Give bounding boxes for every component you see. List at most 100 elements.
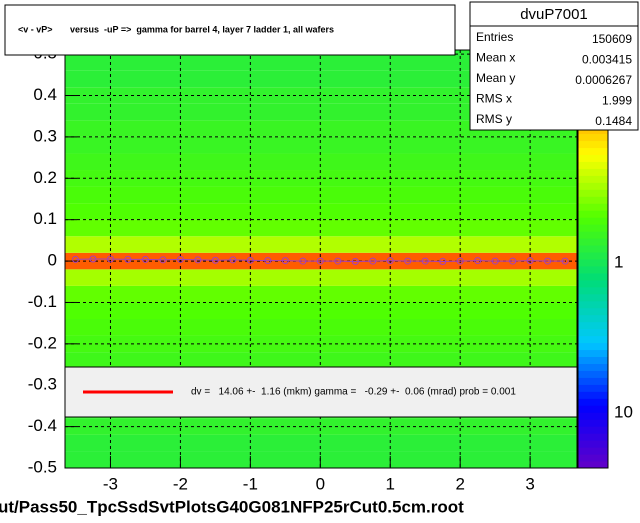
y-tick-label: -0.4: [28, 416, 57, 435]
profile-point: [106, 255, 114, 263]
profile-point: [386, 257, 394, 265]
fit-legend-text: dv = 14.06 +- 1.16 (mkm) gamma = -0.29 +…: [191, 387, 516, 398]
colorbar-label: 1: [614, 252, 623, 271]
colorbar-segment: [578, 419, 608, 427]
colorbar-segment: [578, 405, 608, 413]
colorbar-segment: [578, 356, 608, 364]
density-cell: [65, 236, 577, 253]
x-tick-label: 3: [525, 474, 534, 493]
profile-line: [75, 258, 566, 262]
stats-value: 0.1484: [595, 114, 632, 128]
profile-point: [334, 257, 342, 265]
density-cell: [65, 87, 577, 104]
y-tick-label: 0.4: [33, 85, 57, 104]
colorbar-segment: [578, 349, 608, 358]
stats-label: RMS x: [476, 92, 512, 106]
colorbar-segment: [578, 245, 608, 253]
stats-box: [469, 1, 639, 131]
profile-point: [544, 257, 552, 265]
colorbar-segment: [578, 440, 608, 448]
density-cell: [65, 335, 577, 353]
density-cell: [65, 120, 577, 137]
colorbar-segment: [578, 210, 608, 218]
footer: ut/Pass50_TpcSsdSvtPlotsG40G081NFP25rCut…: [0, 497, 464, 516]
profile-point: [229, 256, 237, 264]
stats-title: dvuP7001: [520, 6, 588, 23]
profile-point: [246, 256, 254, 264]
colorbar-segment: [578, 189, 608, 197]
profile-point: [211, 256, 219, 264]
profile-point: [439, 257, 447, 265]
profile-point: [89, 255, 97, 263]
x-tick-label: -2: [173, 474, 188, 493]
colorbar-segment: [578, 377, 608, 385]
colorbar-segment: [578, 307, 608, 316]
colorbar-segment: [578, 370, 608, 378]
x-tick-label: 1: [386, 474, 395, 493]
density-cell: [65, 434, 577, 452]
colorbar-segment: [578, 252, 608, 260]
colorbar-segment: [578, 224, 608, 232]
profile-point: [264, 257, 272, 265]
y-tick-label: -0.5: [28, 457, 57, 476]
colorbar-segment: [578, 300, 608, 309]
profile-point: [526, 257, 534, 265]
profile-point: [491, 257, 499, 265]
y-tick-label: 0: [48, 251, 57, 270]
colorbar-segment: [578, 279, 608, 288]
colorbar-segment: [578, 293, 608, 302]
density-cell: [65, 319, 577, 336]
colorbar-segment: [578, 168, 608, 176]
colorbar-segment: [578, 217, 608, 225]
profile-point: [71, 255, 79, 263]
profile-point: [509, 257, 517, 265]
colorbar-segment: [578, 384, 608, 392]
density-cell: [65, 103, 577, 121]
profile-point: [404, 257, 412, 265]
profile-point: [281, 257, 289, 265]
colorbar-segment: [578, 140, 608, 149]
colorbar-label: 10: [614, 402, 633, 421]
colorbar-segment: [578, 342, 608, 351]
density-cell: [65, 186, 577, 204]
colorbar-segment: [578, 454, 608, 462]
density-cell: [65, 136, 577, 154]
x-tick-label: 2: [455, 474, 464, 493]
colorbar-segment: [578, 398, 608, 406]
colorbar-segment: [578, 265, 608, 274]
colorbar-segment: [578, 133, 608, 142]
chart-title: <v - vP> versus -uP => gamma for barrel …: [18, 24, 334, 34]
colorbar-segment: [578, 363, 608, 371]
colorbar-segment: [578, 426, 608, 434]
density-cell: [65, 203, 577, 220]
profile-point: [561, 257, 569, 265]
profile-point: [316, 257, 324, 265]
colorbar-segment: [578, 147, 608, 155]
y-tick-label: -0.2: [28, 333, 57, 352]
colorbar-segment: [578, 196, 608, 204]
y-tick-label: -0.3: [28, 375, 57, 394]
colorbar-segment: [578, 433, 608, 441]
stats-value: 150609: [592, 32, 632, 46]
colorbar-segment: [578, 328, 608, 337]
y-tick-label: 0.3: [33, 126, 57, 145]
density-cell: [65, 285, 577, 303]
profile-point: [176, 255, 184, 263]
density-cell: [65, 302, 577, 320]
profile-point: [194, 256, 202, 264]
colorbar-segment: [578, 321, 608, 330]
profile-point: [474, 257, 482, 265]
profile-point: [141, 255, 149, 263]
density-cell: [65, 70, 577, 88]
colorbar-segment: [578, 231, 608, 239]
profile-point: [159, 256, 167, 264]
density-cell: [65, 153, 577, 171]
stats-label: Mean y: [476, 71, 515, 85]
colorbar-segment: [578, 203, 608, 211]
stats-value: 0.0006267: [575, 73, 632, 87]
stats-value: 0.003415: [582, 53, 632, 67]
profile-point: [456, 257, 464, 265]
profile-point: [369, 257, 377, 265]
y-tick-label: 0.1: [33, 209, 57, 228]
